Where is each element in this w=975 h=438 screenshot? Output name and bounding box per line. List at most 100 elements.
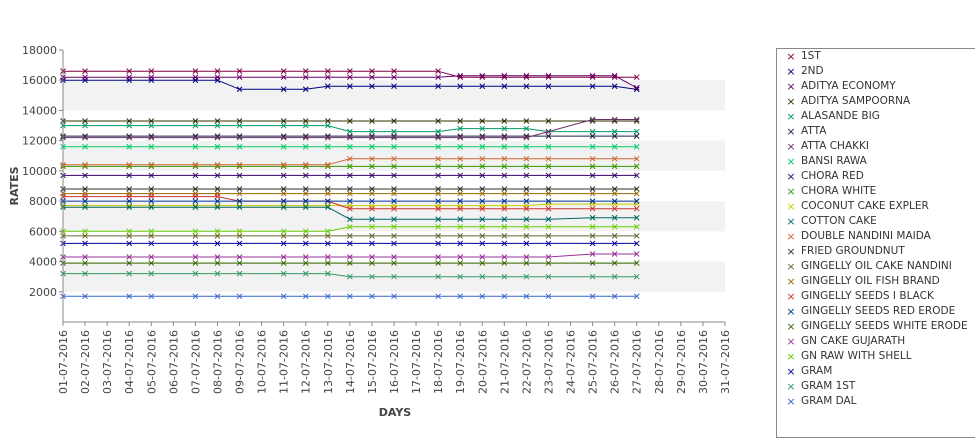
legend-marker-icon: × [786, 80, 796, 93]
data-point [611, 172, 618, 179]
data-point [302, 240, 309, 247]
data-point [347, 163, 353, 170]
data-point [280, 186, 287, 192]
data-point [302, 228, 309, 235]
data-point [501, 163, 508, 170]
data-point [280, 172, 287, 179]
data-point [457, 155, 464, 162]
data-point [435, 172, 441, 179]
data-point [457, 240, 464, 247]
data-point [369, 254, 375, 260]
data-point [523, 155, 530, 162]
x-tick-label: 22-07-2016 [520, 330, 533, 394]
data-point [347, 74, 353, 81]
data-point [611, 205, 618, 212]
data-point [633, 251, 640, 257]
data-point [589, 205, 596, 212]
y-tick-label: 4000 [29, 256, 57, 269]
data-point [589, 155, 596, 162]
data-point [302, 122, 309, 129]
data-point [589, 163, 596, 170]
data-point [479, 155, 486, 162]
data-point [126, 293, 133, 300]
series-line [63, 75, 637, 89]
data-point [214, 122, 221, 129]
data-point [545, 133, 552, 139]
data-point [523, 216, 530, 223]
x-tick-label: 01-07-2016 [57, 330, 70, 394]
legend-item: × GINGELLY SEEDS I BLACK [777, 289, 975, 304]
data-point [236, 122, 243, 129]
y-tick-label: 16000 [22, 74, 57, 87]
series [60, 193, 640, 212]
data-point [457, 125, 464, 132]
data-point [192, 233, 199, 239]
legend-marker-icon: × [786, 395, 796, 408]
data-point [435, 190, 441, 197]
data-point [347, 186, 353, 192]
data-point [501, 118, 508, 124]
data-point [148, 74, 155, 81]
data-point [302, 233, 309, 239]
data-point [435, 223, 441, 230]
legend-item: × GN CAKE GUJARATH [777, 334, 975, 349]
data-point [82, 134, 88, 141]
data-point [369, 143, 375, 150]
legend-marker-icon: × [786, 170, 796, 183]
data-point [523, 198, 530, 204]
data-point [479, 186, 486, 192]
data-point [501, 190, 508, 197]
data-point [302, 270, 309, 277]
legend-marker-icon: × [786, 155, 796, 168]
x-tick-label: 21-07-2016 [498, 330, 511, 394]
data-point [633, 293, 640, 300]
x-tick-label: 03-07-2016 [101, 330, 114, 394]
data-point [501, 233, 508, 239]
data-point [589, 116, 596, 123]
legend-marker-icon: × [786, 50, 796, 63]
data-point [369, 128, 375, 135]
data-point [347, 233, 353, 239]
legend-marker-icon: × [786, 260, 796, 273]
x-tick-label: 10-07-2016 [256, 330, 269, 394]
data-point [435, 205, 441, 212]
data-point [214, 161, 221, 168]
data-point [324, 122, 331, 129]
legend-label: ATTA CHAKKI [801, 140, 869, 152]
data-point [501, 83, 508, 90]
legend: × 1ST × 2ND × ADITYA ECONOMY × ADITYA SAMPOORNA… [776, 48, 975, 438]
data-point [324, 240, 331, 247]
data-point [214, 240, 221, 247]
line-chart: 2000 4000 6000 8000 10000 12000 14000 16000 1800… [8, 44, 732, 419]
legend-item: × 2ND [777, 64, 975, 79]
data-point [435, 74, 441, 81]
data-point [192, 122, 199, 129]
data-point [126, 143, 133, 150]
x-tick-label: 29-07-2016 [675, 330, 688, 394]
legend-label: 1ST [801, 50, 821, 62]
data-point [192, 204, 199, 211]
x-tick-label: 19-07-2016 [454, 330, 467, 394]
data-point [236, 270, 243, 277]
data-point [435, 260, 441, 266]
data-point [280, 228, 287, 235]
data-point [126, 122, 133, 129]
data-point [391, 186, 397, 192]
data-point [214, 293, 221, 300]
data-point [82, 143, 88, 150]
data-point [369, 163, 375, 170]
legend-marker-icon: × [786, 110, 796, 123]
data-point [214, 270, 221, 277]
data-point [479, 118, 486, 124]
data-point [347, 260, 353, 266]
series [60, 240, 640, 247]
data-point [523, 190, 530, 197]
data-point [545, 260, 552, 266]
data-point [611, 251, 618, 257]
data-point [435, 233, 441, 239]
data-point [457, 273, 464, 280]
data-point [523, 240, 530, 247]
legend-marker-icon: × [786, 200, 796, 213]
data-point [611, 233, 618, 239]
y-tick-label: 6000 [29, 225, 57, 238]
